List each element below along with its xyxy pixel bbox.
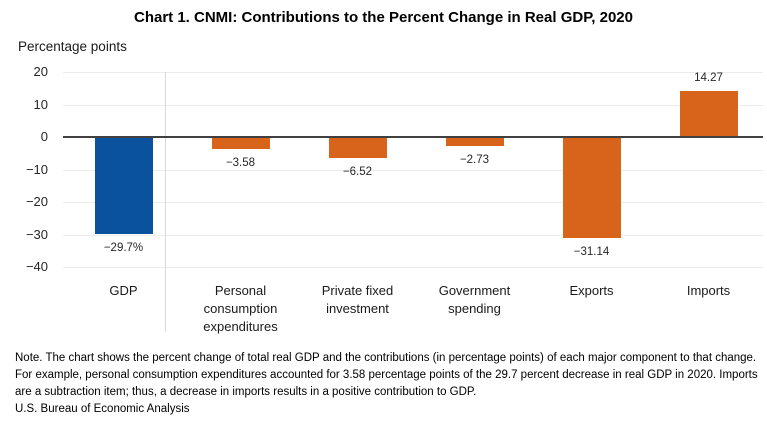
y-axis-unit-label: Percentage points <box>18 39 127 54</box>
gridline <box>63 169 763 171</box>
chart-footer: Note. The chart shows the percent change… <box>15 350 763 418</box>
bar-government-spending <box>445 137 504 146</box>
y-axis-tick-label: 10 <box>33 96 48 112</box>
bar-imports <box>679 90 738 137</box>
category-label-imports: Imports <box>686 283 731 298</box>
value-label-private-fixed-investment: −6.52 <box>342 166 373 179</box>
bar-exports <box>562 137 621 239</box>
y-axis-tick-label: −40 <box>25 259 48 274</box>
chart-title: Chart 1. CNMI: Contributions to the Perc… <box>134 9 633 26</box>
category-label-personal-consumption-expenditures: Personal consumption expenditures <box>203 283 278 334</box>
category-label-private-fixed-investment: Private fixed investment <box>321 283 394 316</box>
y-axis-tick-label: −10 <box>25 161 48 177</box>
gridline <box>63 202 763 203</box>
chart-note: Note. The chart shows the percent change… <box>15 352 758 398</box>
y-axis-tick-label: 20 <box>33 64 48 79</box>
gridline <box>63 104 763 106</box>
category-label-gdp: GDP <box>109 283 138 298</box>
bar-chart-plot-area: 20 10 0 −10 −20 −30 −40 −29.7% GDP −3.58 Personal … <box>25 64 763 334</box>
value-label-personal-consumption-expenditures: −3.58 <box>225 156 256 169</box>
x-axis-zero-line <box>63 136 763 138</box>
value-label-exports: −31.14 <box>573 246 610 259</box>
value-label-imports: 14.27 <box>694 71 723 84</box>
category-label-government-spending: Government spending <box>438 283 511 316</box>
source-attribution: U.S. Bureau of Economic Analysis <box>15 403 190 415</box>
bar-private-fixed-investment <box>328 137 387 159</box>
gridline <box>63 72 763 73</box>
y-axis-tick-label: −20 <box>25 194 48 209</box>
category-label-exports: Exports <box>569 283 614 298</box>
gridline <box>63 234 763 236</box>
value-label-gdp: −29.7% <box>103 241 144 254</box>
value-label-government-spending: −2.73 <box>459 153 490 166</box>
gridline <box>63 267 763 268</box>
y-axis-tick-label: 0 <box>40 129 48 144</box>
bar-gdp <box>94 137 153 234</box>
bar-personal-consumption-expenditures <box>211 137 270 149</box>
gdp-separator-line <box>165 72 166 332</box>
y-axis-tick-label: −30 <box>25 226 48 242</box>
